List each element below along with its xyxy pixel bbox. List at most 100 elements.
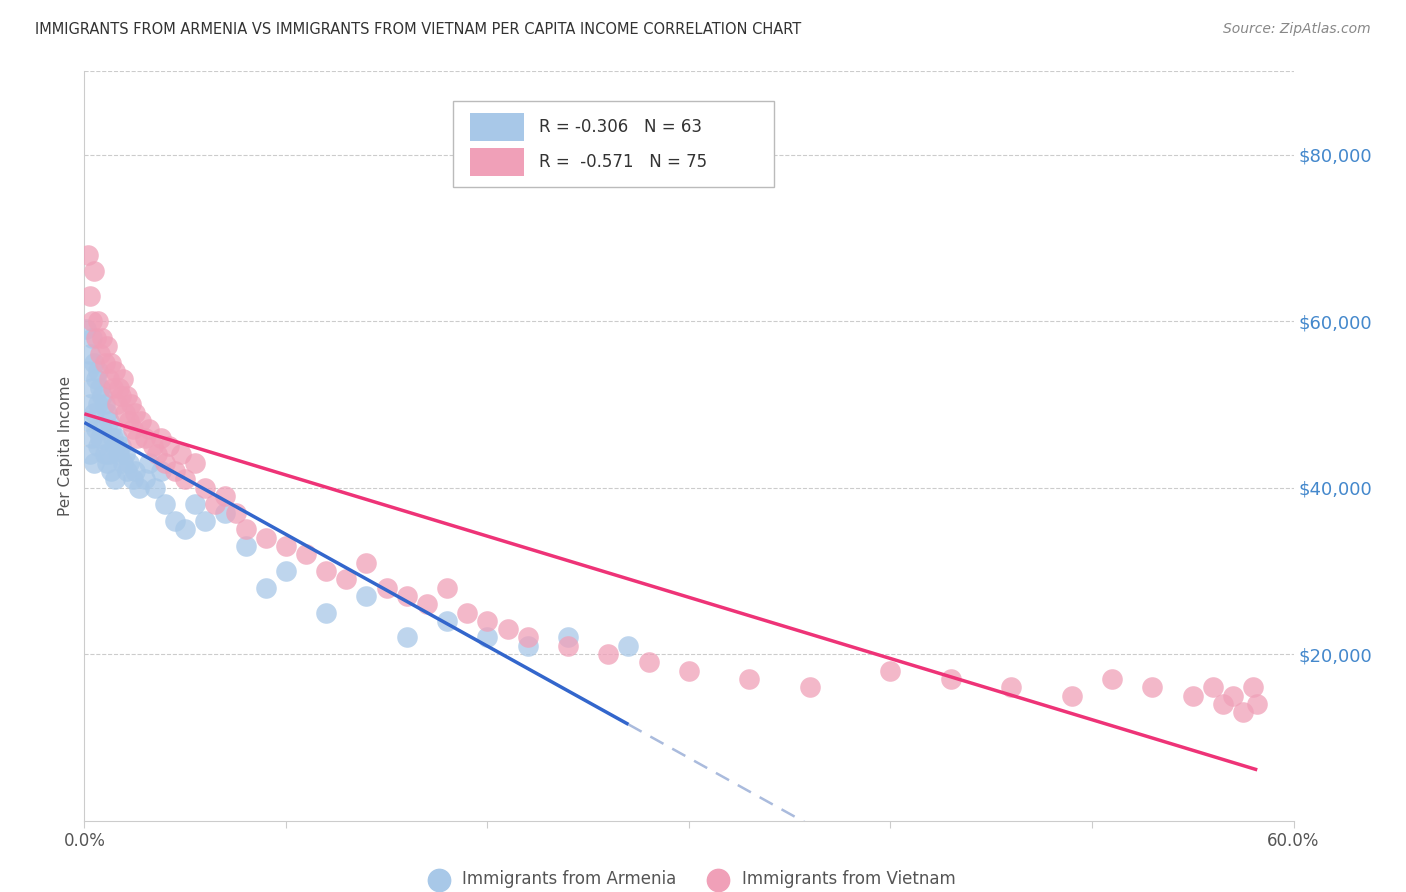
Point [101,431,124,445]
Text: R = -0.306   N = 63: R = -0.306 N = 63 [538,118,702,136]
Point [356,589,378,603]
Point [96,339,118,353]
Point [91,331,114,345]
Point [134,431,156,445]
Bar [470,112,524,141]
Point [138,456,160,470]
Point [121,472,143,486]
Point [1142,681,1164,695]
Point [146,447,169,461]
Point [617,639,640,653]
Point [456,606,478,620]
Point [1232,706,1254,720]
Point [153,456,176,470]
Point [125,431,148,445]
Point [204,497,226,511]
Point [879,664,901,678]
Point [77,414,100,428]
Point [104,364,127,378]
Point [114,406,136,420]
Point [335,572,357,586]
Point [120,397,142,411]
Point [416,597,439,611]
Point [97,372,120,386]
Point [107,381,129,395]
Point [93,397,115,411]
Point [395,589,418,603]
Point [1222,689,1244,703]
Point [97,414,120,428]
Point [235,539,257,553]
Point [124,464,146,478]
Point [225,506,247,520]
Point [134,472,156,486]
Point [165,464,187,478]
Point [375,581,398,595]
Point [100,422,122,436]
Point [115,464,138,478]
Point [149,464,172,478]
Point [121,422,143,436]
Point [77,247,100,261]
Point [77,364,100,378]
Point [118,414,141,428]
Point [395,631,418,645]
Point [82,431,104,445]
Point [82,314,104,328]
Point [104,439,127,453]
Point [82,331,104,345]
Point [89,381,111,395]
Point [86,422,108,436]
Point [86,331,108,345]
Point [194,514,217,528]
Point [87,314,110,328]
Point [254,531,277,545]
Legend: Immigrants from Armenia, Immigrants from Vietnam: Immigrants from Armenia, Immigrants from… [416,863,962,892]
Bar [470,148,524,177]
Point [100,464,122,478]
Point [1000,681,1022,695]
Point [83,356,105,370]
Point [356,556,378,570]
Point [274,539,297,553]
Point [174,522,197,536]
Point [138,422,160,436]
Point [96,456,118,470]
Point [315,606,337,620]
Point [91,389,114,403]
Point [477,631,499,645]
Point [83,264,105,278]
Point [83,406,105,420]
Point [295,547,318,561]
Point [124,406,146,420]
Y-axis label: Per Capita Income: Per Capita Income [58,376,73,516]
Point [1246,697,1268,711]
Point [89,431,111,445]
Point [477,614,499,628]
Point [194,481,217,495]
Point [128,481,150,495]
Point [939,672,962,686]
Point [1060,689,1083,703]
Point [91,422,114,436]
Point [557,639,579,653]
Point [93,447,115,461]
Point [115,389,138,403]
Point [1212,697,1234,711]
Point [1241,681,1264,695]
Point [79,397,101,411]
Point [87,397,110,411]
Point [75,322,97,336]
Point [174,472,197,486]
Point [637,656,659,670]
Point [111,456,134,470]
Point [100,356,122,370]
Point [436,581,458,595]
Point [107,447,129,461]
Point [89,347,111,361]
Text: IMMIGRANTS FROM ARMENIA VS IMMIGRANTS FROM VIETNAM PER CAPITA INCOME CORRELATION: IMMIGRANTS FROM ARMENIA VS IMMIGRANTS FR… [35,22,801,37]
Point [598,647,620,661]
Point [315,564,337,578]
Point [143,481,166,495]
Point [1181,689,1204,703]
